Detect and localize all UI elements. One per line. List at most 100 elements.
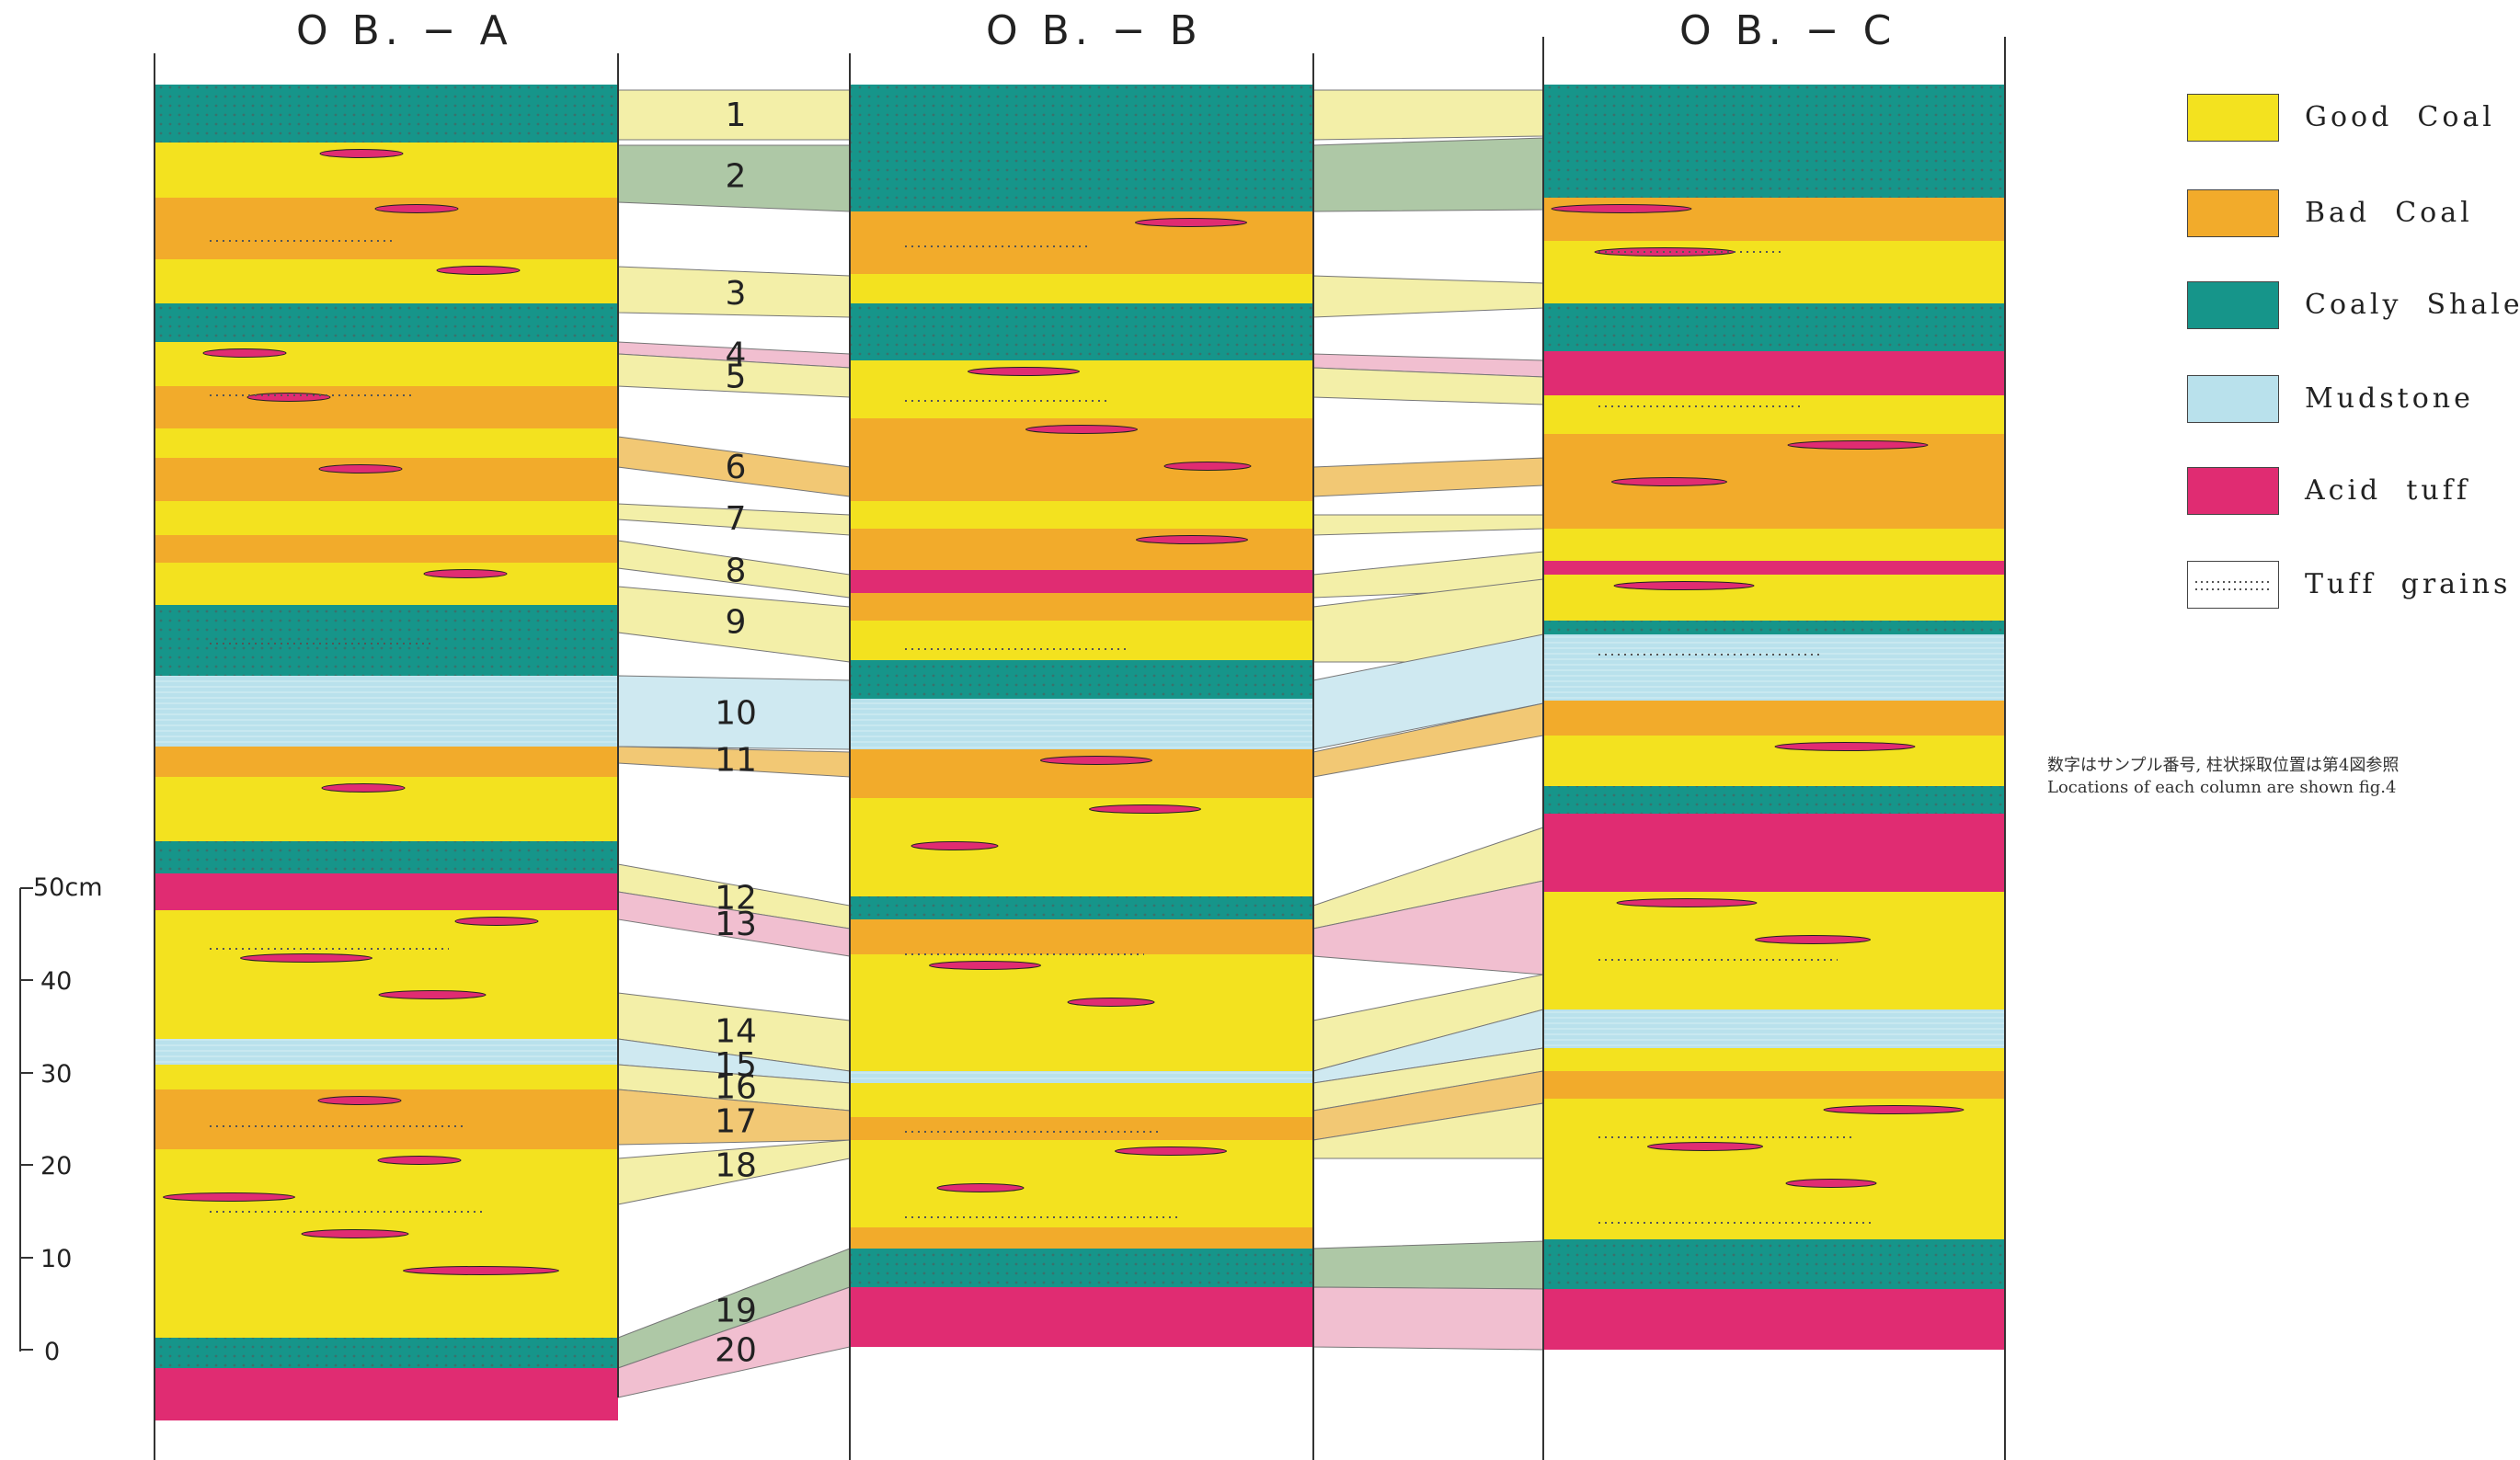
sample-number: 7: [726, 500, 747, 538]
shale-texture: [155, 1338, 618, 1368]
layer-good: [850, 1083, 1313, 1117]
legend-swatch: [2187, 375, 2279, 423]
tuff-lens: [1787, 440, 1929, 450]
correlation-band-right: [1312, 89, 1544, 141]
column-title-a: O B. − A: [296, 7, 513, 54]
shale-texture: [155, 605, 618, 676]
layer-good: [155, 563, 618, 605]
correlation-band-right: [1312, 1286, 1544, 1351]
scale-label-50: 50cm: [33, 873, 103, 902]
layer-good: [155, 501, 618, 535]
sample-number: 13: [715, 906, 757, 943]
layer-good: [1543, 1048, 2005, 1071]
tuff-lens: [911, 841, 999, 850]
sample-number: 8: [726, 552, 747, 589]
layer-bad: [850, 529, 1313, 570]
layer-good: [155, 910, 618, 1039]
tuff-lens: [1616, 898, 1758, 907]
sample-number: 19: [715, 1292, 757, 1329]
sample-number: 3: [726, 275, 747, 313]
layer-good: [155, 342, 618, 386]
tuff-lens: [202, 348, 287, 358]
tuff-lens: [317, 1096, 402, 1105]
tuff-lens: [454, 917, 539, 926]
scale-label-40: 40: [40, 967, 73, 996]
layer-good: [850, 621, 1313, 660]
layer-bad: [850, 593, 1313, 621]
layer-mud: [1543, 1009, 2005, 1048]
correlation-band-right: [1312, 275, 1544, 318]
layer-bad: [155, 386, 618, 428]
tuff-lens: [240, 953, 372, 963]
tuff-lens: [1785, 1179, 1877, 1188]
column-axes: [19, 37, 2006, 1460]
layer-mud: [155, 1039, 618, 1065]
layer-tuff: [850, 1287, 1313, 1347]
layer-bad: [155, 458, 618, 501]
correlation-band-right: [1312, 137, 1544, 212]
correlation-band-right: [1312, 514, 1544, 536]
layer-good: [850, 274, 1313, 303]
tuff-lens: [1089, 804, 1201, 814]
tuff-lens: [968, 367, 1080, 376]
sample-number: 14: [715, 1012, 757, 1050]
layer-good: [1543, 575, 2005, 621]
shale-texture: [155, 303, 618, 342]
sample-number: 12: [715, 879, 757, 917]
layer-good: [850, 954, 1313, 1071]
tuff-lens: [1025, 425, 1138, 434]
tuff-lens: [1067, 998, 1155, 1007]
layer-bad: [155, 535, 618, 563]
shale-texture: [850, 660, 1313, 699]
tuff-lens: [929, 961, 1041, 970]
tuff-lens: [1774, 742, 1916, 751]
legend-swatch: [2187, 189, 2279, 237]
tuff-lens: [1115, 1146, 1227, 1156]
shale-texture: [1543, 1239, 2005, 1289]
sample-number: 5: [726, 358, 747, 395]
sample-number: 15: [715, 1046, 757, 1084]
layer-good: [155, 1149, 618, 1338]
legend-swatch: [2187, 467, 2279, 515]
layer-good: [1543, 736, 2005, 786]
scale-label-0: 0: [44, 1338, 61, 1366]
layer-good: [155, 259, 618, 303]
tuff-lens: [1823, 1105, 1964, 1114]
layer-good: [850, 501, 1313, 529]
tuff-lens: [1551, 204, 1692, 213]
tuff-lens: [1647, 1142, 1763, 1151]
tuff-lens: [436, 266, 521, 275]
layer-tuff: [1543, 561, 2005, 575]
tuff-lens: [403, 1266, 559, 1275]
sample-number: 4: [726, 336, 747, 374]
tuff-lens: [1611, 477, 1727, 486]
correlation-band-right: [1312, 1240, 1544, 1290]
sample-number: 16: [715, 1068, 757, 1106]
layer-good: [155, 428, 618, 458]
layer-good: [1543, 1099, 2005, 1239]
note-japanese: 数字はサンプル番号, 柱状採取位置は第4図参照: [2047, 756, 2400, 775]
sample-number: 2: [726, 158, 747, 196]
shale-texture: [850, 1249, 1313, 1287]
layer-tuff: [1543, 1289, 2005, 1350]
tuff-lens: [1163, 462, 1252, 471]
legend-swatch: [2187, 281, 2279, 329]
sample-number: 11: [715, 741, 757, 779]
layer-bad: [1543, 701, 2005, 736]
tuff-lens: [377, 1156, 462, 1165]
layer-mud: [850, 1071, 1313, 1083]
layer-good: [850, 1140, 1313, 1227]
layer-tuff: [1543, 814, 2005, 892]
tuff-lens: [321, 783, 406, 793]
layer-tuff: [155, 1368, 618, 1420]
sample-number: 9: [726, 604, 747, 642]
layer-tuff: [850, 570, 1313, 593]
tuff-lens: [319, 149, 404, 158]
layer-good: [155, 1065, 618, 1089]
shale-texture: [1543, 303, 2005, 351]
column-title-b: O B. − B: [986, 7, 1203, 54]
layer-tuff: [1543, 351, 2005, 395]
layer-bad: [1543, 1071, 2005, 1099]
tuff-lens: [301, 1229, 409, 1238]
